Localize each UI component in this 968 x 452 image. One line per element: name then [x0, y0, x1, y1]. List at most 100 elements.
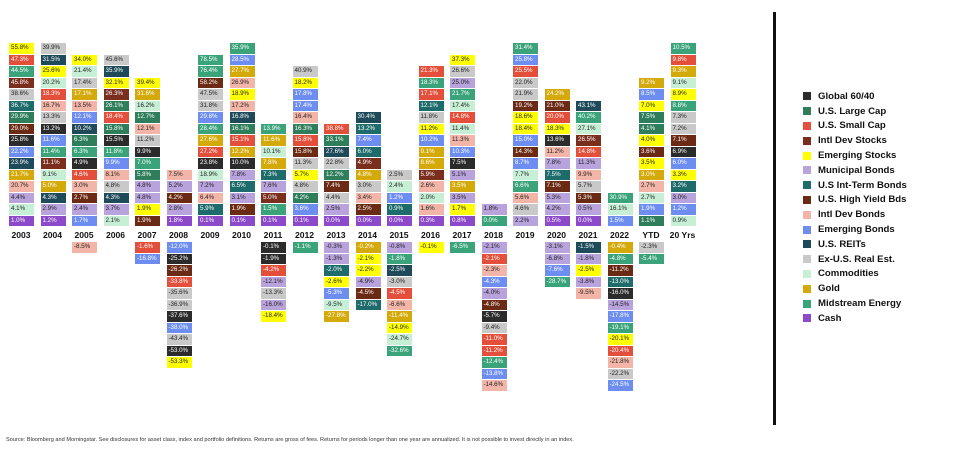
data-cell: 4.8%	[355, 169, 381, 180]
data-cell: -9.5%	[576, 288, 601, 299]
legend-label: Intl Dev Bonds	[818, 209, 886, 221]
data-cell: -11.2%	[481, 345, 507, 356]
data-cell: -0.4%	[607, 242, 633, 253]
data-cell: -5.7%	[481, 311, 507, 322]
data-cell: -4.2%	[261, 265, 286, 276]
legend-item: Emerging Bonds	[803, 222, 907, 237]
data-cell: -19.1%	[607, 322, 633, 333]
data-cell: 37.3%	[450, 54, 475, 65]
data-cell: 11.1%	[40, 158, 66, 169]
data-cell: 36.7%	[9, 100, 34, 111]
data-cell: 21.9%	[513, 89, 538, 100]
data-cell: -17.0%	[355, 299, 381, 310]
data-cell: 5.9%	[418, 169, 444, 180]
data-cell: 7.4%	[324, 181, 349, 192]
data-cell: 31.4%	[513, 43, 538, 54]
data-cell: 0.0%	[324, 215, 349, 226]
data-cell: 26.1%	[103, 100, 129, 111]
legend-swatch	[803, 181, 811, 190]
data-cell: 4.9%	[355, 158, 381, 169]
data-cell: 3.6%	[639, 146, 664, 157]
data-cell: 23.9%	[9, 158, 34, 169]
data-cell: 0.9%	[670, 215, 696, 226]
legend-label: U.S. High Yield Bds	[818, 194, 907, 206]
data-cell: 0.0%	[387, 215, 412, 226]
data-cell: -8.5%	[72, 242, 97, 253]
data-cell: 7.5%	[544, 169, 570, 180]
data-cell: 7.3%	[670, 112, 696, 123]
data-cell: -3.0%	[387, 276, 412, 287]
legend-item: Municipal Bonds	[803, 163, 907, 178]
data-cell: 0.9%	[387, 204, 412, 215]
data-cell: 15.8%	[103, 123, 129, 134]
data-cell: 0.1%	[292, 215, 318, 226]
year-label: 2009	[200, 230, 220, 240]
data-cell: 9.3%	[670, 66, 696, 77]
data-cell: 9.2%	[639, 77, 664, 88]
data-cell: 76.4%	[198, 66, 223, 77]
data-cell: 11.2%	[418, 123, 444, 134]
legend-item: Cash	[803, 311, 907, 326]
data-cell: 13.9%	[261, 123, 286, 134]
data-cell: 4.0%	[639, 135, 664, 146]
data-cell: 0.1%	[261, 215, 286, 226]
data-cell: 5.2%	[166, 181, 192, 192]
year-label: 2008	[168, 230, 189, 240]
data-cell: 43.1%	[576, 100, 601, 111]
data-cell: -14.9%	[387, 322, 412, 333]
year-label: 2013	[326, 230, 346, 240]
data-cell: 26.9%	[229, 77, 255, 88]
legend-divider	[773, 12, 776, 425]
data-cell: 4.1%	[639, 123, 664, 134]
data-cell: 30.9%	[607, 192, 633, 203]
legend-item: Midstream Energy	[803, 296, 907, 311]
data-cell: 16.2%	[135, 100, 160, 111]
data-cell: 17.1%	[418, 89, 444, 100]
data-cell: 26.6%	[450, 66, 475, 77]
data-cell: -0.3%	[324, 242, 349, 253]
data-cell: 18.3%	[40, 89, 66, 100]
data-cell: 16.1%	[607, 204, 633, 215]
data-cell: 3.5%	[639, 158, 664, 169]
data-cell: 18.6%	[513, 112, 538, 123]
data-cell: -13.0%	[607, 276, 633, 287]
data-cell: 16.3%	[292, 123, 318, 134]
data-cell: 2.8%	[166, 204, 192, 215]
data-cell: -1.8%	[576, 253, 601, 264]
data-cell: -4.8%	[481, 299, 507, 310]
year-label: 2010	[231, 230, 252, 240]
legend-swatch	[803, 210, 811, 219]
data-cell: 78.5%	[198, 54, 223, 65]
data-cell: 4.3%	[40, 192, 66, 203]
data-cell: 10.3%	[450, 146, 475, 157]
data-cell: 27.6%	[198, 135, 223, 146]
data-cell: -24.7%	[387, 334, 412, 345]
legend-label: Cash	[818, 312, 842, 324]
legend-swatch	[803, 314, 811, 323]
legend-item: U.S. High Yield Bds	[803, 193, 907, 208]
year-label: 2012	[294, 230, 315, 240]
data-cell: 27.2%	[198, 146, 223, 157]
data-cell: -0.8%	[387, 242, 412, 253]
legend-item: Gold	[803, 281, 907, 296]
data-cell: 15.1%	[229, 135, 255, 146]
data-cell: 7.7%	[513, 169, 538, 180]
data-cell: -43.4%	[166, 334, 192, 345]
data-cell: 2.4%	[387, 181, 412, 192]
legend-swatch	[803, 255, 811, 264]
data-cell: 7.1%	[544, 181, 570, 192]
data-cell: 1.1%	[639, 215, 664, 226]
data-cell: 11.3%	[292, 158, 318, 169]
data-cell: 58.2%	[198, 77, 223, 88]
data-cell: 4.2%	[166, 192, 192, 203]
data-cell: 25.6%	[40, 66, 66, 77]
data-cell: 9.1%	[418, 146, 444, 157]
data-cell: 19.2%	[513, 100, 538, 111]
legend-swatch	[803, 225, 811, 234]
data-cell: 0.8%	[450, 215, 475, 226]
data-cell: 21.7%	[450, 89, 475, 100]
data-cell: 20.0%	[544, 112, 570, 123]
data-cell: -2.1%	[481, 242, 507, 253]
data-cell: 45.6%	[103, 54, 129, 65]
year-label: 2011	[263, 230, 283, 240]
